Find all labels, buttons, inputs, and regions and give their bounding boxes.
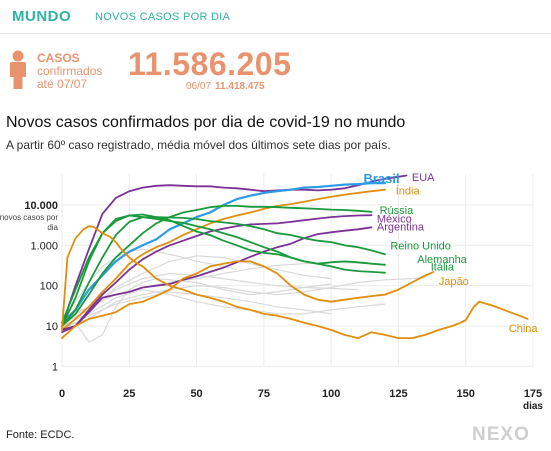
series-line-alemanha [61, 213, 386, 327]
x-tick-label: 175 [524, 388, 542, 400]
cases-label-date: até 07/07 [37, 77, 88, 91]
series-label: Reino Unido [390, 240, 451, 252]
previous-total-value: 11.418.475 [215, 81, 265, 92]
chart-title: Novos casos confirmados por dia de covid… [6, 114, 406, 131]
cases-label-confirmed: confirmados [37, 64, 103, 78]
x-tick-label: 100 [322, 388, 340, 400]
series-label: Itália [431, 261, 455, 273]
cases-label: CASOS confirmados até 07/07 [37, 52, 102, 91]
nexo-logo: NEXO [472, 424, 530, 445]
series-line-índia [61, 188, 386, 331]
source-note: Fonte: ECDC. [6, 429, 75, 441]
series-label: Índia [396, 184, 421, 197]
x-tick-label: 125 [389, 388, 407, 400]
x-axis-label: dias [523, 401, 543, 412]
y-tick-label: 10.000 [24, 200, 58, 212]
previous-total: 06/07 11.418.475 [186, 81, 265, 92]
series-label: Argentina [377, 222, 425, 234]
series-label: Alemanha [417, 254, 467, 266]
series-line-itália [61, 214, 386, 324]
series-label: Brasil [363, 171, 399, 186]
y-axis-label: dia [47, 223, 58, 232]
series-line-eua [61, 174, 408, 327]
series-line-argentina [61, 226, 373, 331]
top-bar: MUNDO NOVOS CASOS POR DIA [0, 0, 551, 34]
total-cases-value: 11.586.205 [128, 46, 292, 82]
series-label: EUA [412, 172, 435, 184]
series-line-japão [61, 260, 435, 339]
divider [0, 33, 551, 34]
cases-label-title: CASOS [37, 51, 80, 65]
y-tick-label: 10 [46, 321, 58, 333]
series-label: México [377, 214, 412, 226]
x-tick-label: 150 [457, 388, 475, 400]
y-tick-label: 100 [40, 281, 58, 293]
series-label: China [509, 323, 539, 335]
series-line-china [61, 225, 529, 339]
chart-subtitle: A partir 60º caso registrado, média móve… [6, 138, 391, 152]
x-tick-label: 75 [258, 388, 270, 400]
y-tick-label: 1.000 [30, 240, 58, 252]
series-label: Japão [439, 276, 469, 288]
y-axis-label: novos casos por [0, 213, 58, 222]
y-tick-label: 1 [52, 361, 58, 373]
x-tick-label: 50 [190, 388, 202, 400]
background-series-line [61, 272, 359, 324]
subsection-title: NOVOS CASOS POR DIA [95, 11, 231, 23]
series-line-rússia [61, 205, 373, 327]
person-icon [10, 50, 26, 89]
series-line-reino-unido [61, 216, 386, 327]
series-label: Rússia [380, 205, 415, 217]
previous-date: 06/07 [186, 81, 212, 92]
x-tick-label: 25 [123, 388, 135, 400]
x-tick-label: 0 [59, 388, 65, 400]
background-series-line [61, 289, 386, 327]
background-series-line [61, 276, 426, 329]
background-series-line [61, 255, 332, 325]
section-title[interactable]: MUNDO [12, 8, 72, 25]
series-line-méxico [61, 214, 373, 334]
